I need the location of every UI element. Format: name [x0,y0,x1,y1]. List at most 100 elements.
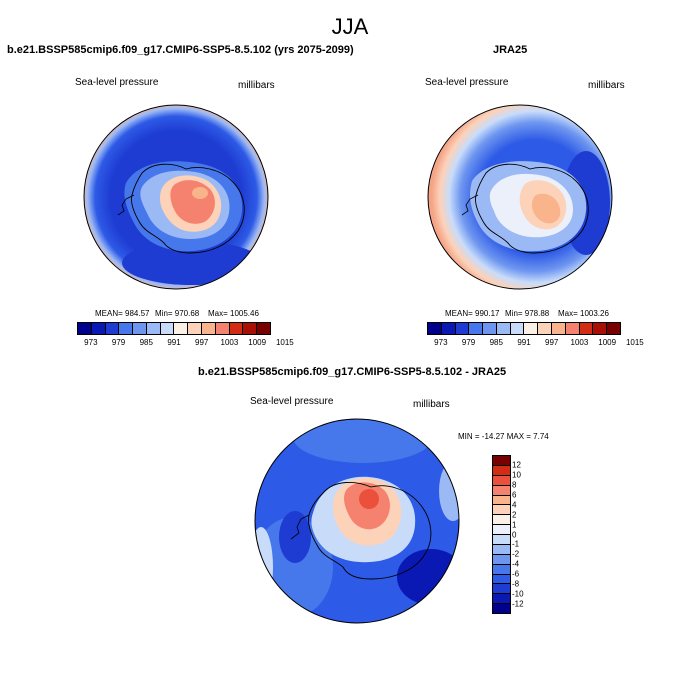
colorbar-box [146,323,161,334]
colorbar-tick-label: 973 [434,338,448,347]
panel2-max: Max= 1003.26 [558,309,609,318]
colorbar-tick-label: 991 [517,338,531,347]
colorbar-box [579,323,594,334]
colorbar-tick-label: 1003 [220,338,239,347]
panel2-map-border [427,104,613,290]
panel1-map-border [83,104,269,290]
colorbar-box [552,323,566,334]
colorbar-box [469,323,484,334]
figure-title: JJA [331,14,369,39]
colorbar-box [133,323,147,334]
panel3-peninsula [290,514,310,540]
colorbar-box [257,323,270,334]
panel3-variable-label: Sea-level pressure [250,396,334,407]
colorbar-tick-label: 979 [461,338,476,347]
colorbar-box [493,515,510,526]
colorbar-box [428,323,442,334]
colorbar-box [493,465,510,476]
panel2-title: JRA25 [493,44,528,56]
colorbar-box [493,604,510,613]
colorbar-tick-label: 973 [84,338,98,347]
colorbar-tick-label: 985 [489,338,503,347]
colorbar-tick-label: 10 [512,470,521,480]
colorbar-box [493,564,510,575]
panel3-colorbar: 12 10 8 6 4 2 1 0 -1 -2 -4 -6 -8 -10 -12 [492,455,542,615]
panel3-title: b.e21.BSSP585cmip6.f09_g17.CMIP6-SSP5-8.… [198,366,507,378]
colorbar-box [174,323,189,334]
panel1-peninsula [117,194,135,216]
colorbar-box [229,323,244,334]
colorbar-box [483,323,497,334]
colorbar-tick-label: 1015 [625,338,644,347]
colorbar-tick-label: -1 [512,539,520,549]
panel3-map-border [254,418,460,624]
colorbar-tick-label: -2 [512,549,520,559]
panel1-map [82,103,270,291]
colorbar-box [510,323,525,334]
colorbar-tick-label: 997 [545,338,559,347]
panel2-peninsula [461,194,479,216]
colorbar-tick-label: 1009 [598,338,617,347]
colorbar-box [91,323,106,334]
panel3-map [253,417,461,625]
colorbar-tick-label: -6 [512,569,520,579]
colorbar-box [188,323,203,334]
colorbar-box [441,323,456,334]
panel2-min: Min= 978.88 [505,309,550,318]
colorbar-box [493,584,510,595]
colorbar-tick-label: -10 [512,589,524,599]
colorbar-tick-label: 1 [512,520,517,530]
colorbar-box [493,505,510,516]
panel1-units-label: millibars [238,80,275,91]
panel1-min: Min= 970.68 [155,309,200,318]
colorbar-box [493,525,510,535]
panel2-high-center [532,193,561,224]
panel1-high-spot [192,187,208,199]
colorbar-box [524,323,539,334]
colorbar-tick-label: 4 [512,500,517,510]
colorbar-box [493,475,510,486]
panel1-title: b.e21.BSSP585cmip6.f09_g17.CMIP6-SSP5-8.… [7,44,354,56]
panel3-coastline [308,482,432,580]
panel2-coastline [475,163,589,254]
colorbar-tick-label: 997 [195,338,209,347]
colorbar-tick-label: 6 [512,490,517,500]
panel1-mean: MEAN= 984.57 [95,309,150,318]
colorbar-box [493,456,510,466]
panel2-variable-label: Sea-level pressure [425,77,509,88]
colorbar-box [215,323,230,334]
colorbar-box [493,544,510,555]
colorbar-tick-label: 991 [167,338,181,347]
colorbar-tick-label: -8 [512,579,520,589]
colorbar-box [202,323,216,334]
colorbar-box [160,323,175,334]
colorbar-box [243,323,258,334]
panel1-colorbar: 973 979 985 991 997 1003 1009 1015 [77,322,294,352]
colorbar-box [493,594,510,605]
panel3-high-peak [359,489,379,509]
colorbar-tick-label: 985 [139,338,153,347]
panel2-colorbar: 973 979 985 991 997 1003 1009 1015 [427,322,644,352]
panel2-map [426,103,614,291]
panel1-coastline [131,163,245,254]
colorbar-box [455,323,470,334]
colorbar-box [105,323,120,334]
colorbar-tick-label: 8 [512,480,517,490]
colorbar-tick-label: 1009 [248,338,267,347]
panel2-mean: MEAN= 990.17 [445,309,500,318]
colorbar-tick-label: 0 [512,530,517,539]
panel3-low-west [279,511,311,563]
panel3-light-east [439,461,459,521]
colorbar-tick-label: 12 [512,460,521,470]
colorbar-box [593,323,608,334]
colorbar-tick-label: 1003 [570,338,589,347]
colorbar-tick-label: 2 [512,510,517,520]
panel3-units-label: millibars [413,399,450,410]
panel3-minmax: MIN = -14.27 MAX = 7.74 [458,432,549,441]
colorbar-tick-label: -4 [512,559,520,569]
colorbar-tick-label: -12 [512,599,524,609]
colorbar-box [607,323,620,334]
colorbar-box [119,323,134,334]
colorbar-box [493,495,510,506]
colorbar-box [493,554,510,565]
